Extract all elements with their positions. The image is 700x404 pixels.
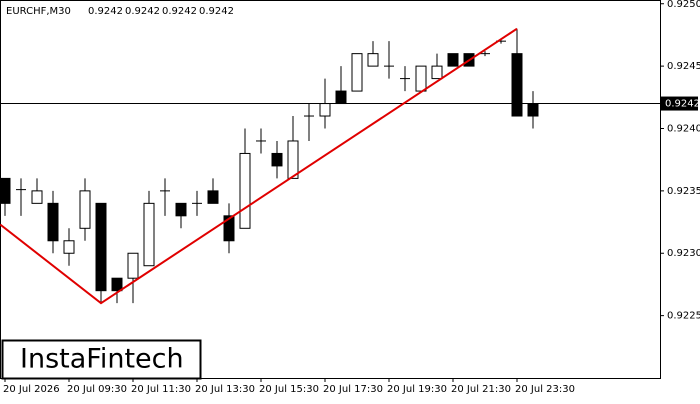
x-tick-label: 20 Jul 09:30	[67, 384, 127, 395]
candle-body	[511, 53, 523, 117]
x-tick-label: 20 Jul 15:30	[259, 384, 319, 395]
y-tick-label: 0.9240	[667, 123, 700, 134]
candle-body	[111, 277, 123, 292]
y-tick-label: 0.9245	[667, 61, 700, 72]
y-tick-label: 0.9250	[667, 0, 700, 10]
candle-body	[239, 152, 251, 229]
candle-body	[31, 190, 43, 204]
x-tick-label: 20 Jul 17:30	[323, 384, 383, 395]
candle-body	[271, 152, 283, 167]
pattern-line	[0, 27, 518, 305]
candle-body	[95, 202, 107, 292]
current-price-box	[661, 96, 698, 111]
current-price-label: 0.9242	[665, 99, 700, 110]
x-tick-label: 20 Jul 19:30	[387, 384, 447, 395]
x-tick-label: 20 Jul 11:30	[131, 384, 191, 395]
candle-body	[47, 202, 59, 242]
candle-body	[175, 202, 187, 217]
header-value: 0.9242	[88, 6, 123, 17]
y-tick-label: 0.9235	[667, 186, 700, 197]
y-tick-label: 0.9225	[667, 311, 700, 322]
x-tick-label: 20 Jul 23:30	[515, 384, 575, 395]
logo-box	[1, 339, 202, 380]
candle-body	[415, 65, 427, 92]
candle-body	[367, 53, 379, 67]
header-value: 0.9242	[199, 6, 234, 17]
candle-body	[351, 53, 363, 92]
candle-body	[527, 103, 539, 117]
candle-body	[79, 190, 91, 229]
brand-logo: InstaFintech	[20, 344, 184, 375]
candle-body	[447, 53, 459, 67]
candle-body	[335, 90, 347, 105]
candle-body	[0, 177, 11, 204]
header-value: 0.9242	[162, 6, 197, 17]
candle-body	[143, 202, 155, 267]
candle-body	[319, 103, 331, 117]
x-tick-label: 20 Jul 2026	[3, 384, 60, 395]
candle-body	[207, 190, 219, 204]
candle-body	[287, 140, 299, 179]
y-tick-label: 0.9230	[667, 248, 700, 259]
candle-body	[63, 240, 75, 254]
chart-title: EURCHF,M30	[6, 6, 71, 17]
candle-body	[431, 65, 443, 80]
candle-body	[127, 252, 139, 279]
x-tick-label: 20 Jul 21:30	[451, 384, 511, 395]
plot-frame	[0, 0, 661, 379]
x-tick-label: 20 Jul 13:30	[195, 384, 255, 395]
candle-body	[223, 215, 235, 242]
header-value: 0.9242	[125, 6, 160, 17]
